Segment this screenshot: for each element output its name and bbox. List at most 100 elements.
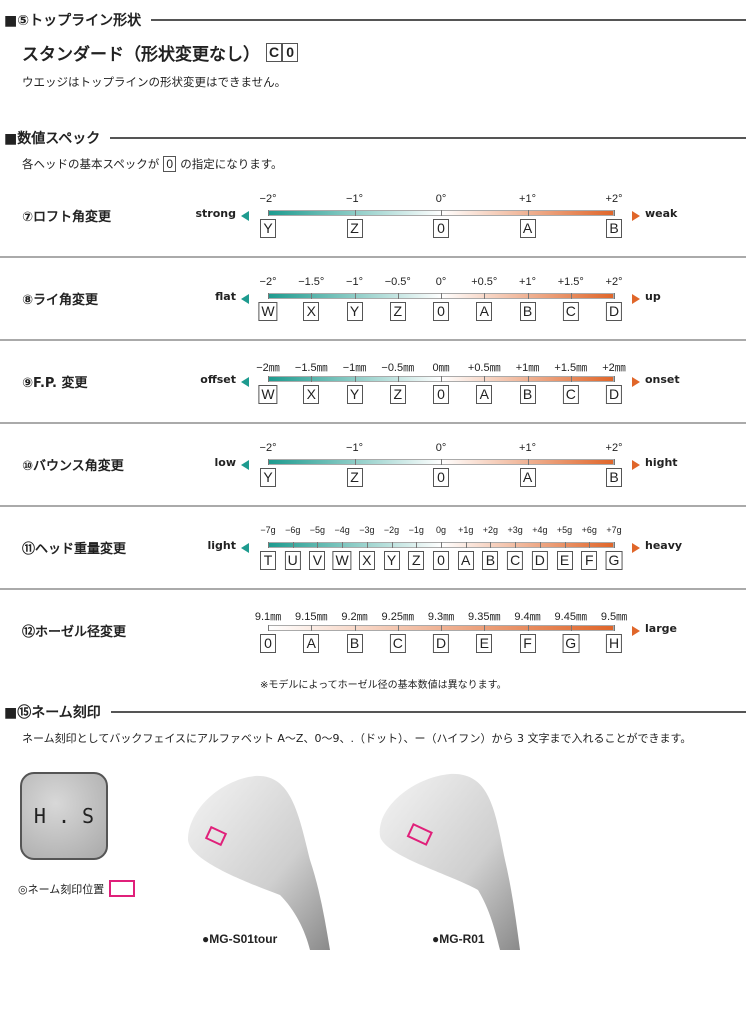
tick-label: −2° [259, 276, 277, 288]
tick-label: 0g [435, 525, 447, 535]
tick-label: −6g [285, 525, 301, 535]
scale-tick [391, 542, 393, 548]
tick-label: −2g [383, 525, 400, 535]
tick-label: +1.5㎜ [554, 362, 588, 374]
tick-label: +2° [605, 276, 623, 288]
name-note: ネーム刻印としてバックフェイスにアルファベット A〜Z、0〜9、.（ドット）、ー… [22, 732, 692, 745]
tick-label: −7g [260, 525, 276, 535]
right-label: onset [645, 373, 680, 386]
code-box: A [519, 468, 536, 487]
tick-label: +2㎜ [602, 362, 626, 374]
left-label: light [207, 539, 236, 552]
code-box: C [507, 551, 524, 570]
scale-tick [527, 459, 529, 465]
scale-tick [441, 293, 442, 299]
tick-label: +4g [532, 525, 548, 535]
tick-label: 9.1㎜ [254, 611, 282, 623]
tick-label: +2° [605, 193, 623, 205]
tick-label: +7g [606, 525, 622, 535]
tick-label: 9.2㎜ [341, 611, 368, 623]
code-box: Z [389, 302, 406, 321]
tick-label: +1g [458, 525, 474, 535]
code-box: Y [383, 551, 400, 570]
code-box: C [562, 385, 579, 404]
code-box: H [605, 634, 623, 653]
code-box: 0 [433, 551, 449, 570]
tick-label: +0.5㎜ [467, 362, 501, 374]
code-box: G [562, 634, 580, 653]
section-heading-name: ■⑮ネーム刻印 [4, 702, 746, 722]
scale-tick [527, 293, 529, 299]
scale-tick [484, 376, 486, 382]
right-arrow-icon [632, 211, 640, 221]
scale-tick [614, 293, 615, 299]
code-box: X [358, 551, 375, 570]
right-arrow-icon [632, 460, 640, 470]
tick-label: 0° [435, 276, 447, 288]
tick-label: −1° [346, 276, 363, 288]
scale-tick [484, 625, 486, 631]
tick-label: +0.5° [471, 276, 498, 288]
tick-label: 9.45㎜ [554, 611, 587, 623]
scale-tick [527, 376, 529, 382]
left-arrow-icon [241, 377, 249, 387]
scale-tick [527, 625, 529, 631]
left-arrow-icon [241, 460, 249, 470]
scale-tick [366, 542, 368, 548]
tick-label: 9.3㎜ [427, 611, 455, 623]
code-box: A [476, 302, 493, 321]
tick-label: 9.25㎜ [381, 611, 414, 623]
code-box: W [258, 385, 278, 404]
code-box: B [482, 551, 499, 570]
tick-label: −0.5㎜ [381, 362, 415, 374]
right-arrow-icon [632, 626, 640, 636]
scale-tick [268, 376, 269, 382]
tick-label: −2° [259, 193, 277, 205]
tick-label: +1㎜ [515, 362, 540, 374]
right-arrow-icon [632, 377, 640, 387]
right-arrow-icon [632, 294, 640, 304]
model-label: ●MG-S01tour [202, 932, 278, 946]
note-text: 各ヘッドの基本スペックが [22, 157, 160, 171]
scale-tick [614, 459, 615, 465]
tick-label: −2㎜ [256, 362, 280, 374]
heading-text: ■数値スペック [4, 131, 101, 147]
code-box: Y [260, 219, 276, 238]
right-label: weak [645, 207, 678, 220]
section-heading-spec: ■数値スペック [4, 128, 746, 148]
code-box: B [346, 634, 363, 653]
row-title: ⑧ライ角変更 [22, 293, 99, 308]
marker-icon [109, 880, 136, 897]
code-box: E [476, 634, 493, 653]
code-box: A [519, 219, 536, 238]
scale-tick [354, 459, 356, 465]
code-box: D [432, 634, 450, 653]
code-box: F [581, 551, 598, 570]
row-note: ※モデルによってホーゼル径の基本数値は異なります。 [260, 680, 507, 691]
scale-tick [614, 542, 615, 548]
tick-label: −1㎜ [342, 362, 367, 374]
scale-tick [539, 542, 541, 548]
tick-label: −3g [359, 525, 375, 535]
row-separator [0, 588, 746, 590]
tick-label: +1° [519, 276, 536, 288]
scale-tick [614, 210, 615, 216]
scale-tick [317, 542, 319, 548]
scale-tick [441, 542, 442, 548]
scale-tick [441, 376, 442, 382]
tick-label: +1° [519, 442, 536, 454]
tick-label: −1g [408, 525, 424, 535]
scale-tick [397, 376, 399, 382]
scale-tick [441, 210, 442, 216]
right-label: up [645, 290, 661, 303]
code-box: D [605, 302, 623, 321]
club-image-mg-r01 [379, 773, 520, 950]
code-box: C [562, 302, 579, 321]
code-box: X [303, 302, 320, 321]
tick-label: 0㎜ [432, 362, 450, 374]
row-separator [0, 505, 746, 507]
tick-label: −5g [309, 525, 326, 535]
right-arrow-icon [632, 543, 640, 553]
row-title: ⑩バウンス角変更 [22, 459, 124, 474]
code-box: W [258, 302, 278, 321]
